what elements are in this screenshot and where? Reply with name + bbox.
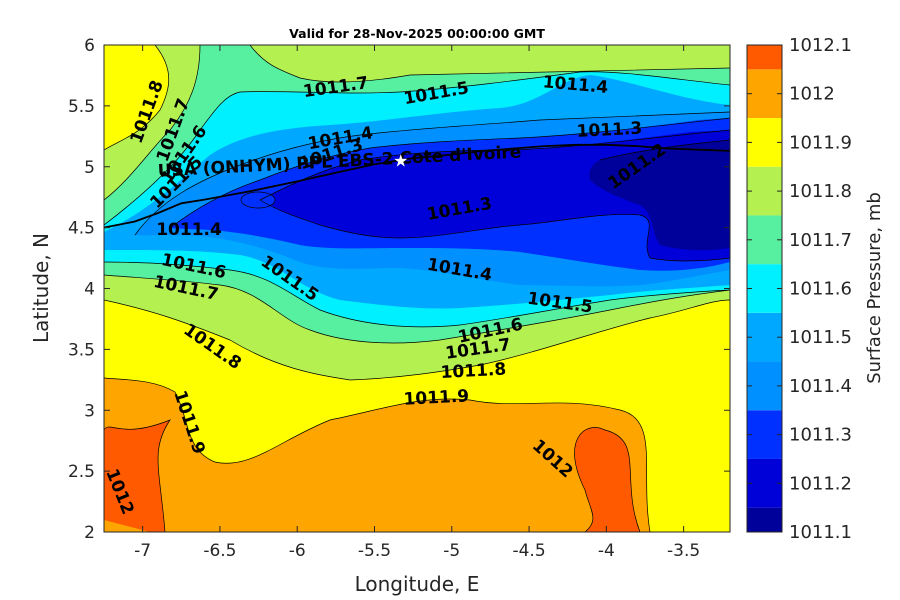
colorbar-tick-label: 1012.1 [789,35,852,56]
colorbar-tick-label: 1012 [789,84,835,105]
contour-line [104,377,651,532]
colorbar-tick-label: 1011.9 [789,132,852,153]
contour-line [104,45,201,201]
colorbar-segment [747,118,782,167]
x-tick-label: -4.5 [512,541,545,561]
colorbar-tick-label: 1011.6 [789,279,852,300]
y-tick-label: 6 [84,36,95,56]
contour-line [104,419,171,532]
colorbar-segment [747,69,782,119]
y-tick-label: 2 [84,523,95,543]
contour-label: 1011.3 [576,119,643,142]
x-tick-label: -7 [134,541,151,561]
contour-line [574,427,641,532]
contour-bands [104,45,730,532]
colorbar-tick-label: 1011.7 [789,230,852,251]
colorbar-segment [747,507,782,532]
contour-label: 1011.8 [440,360,507,383]
x-tick-label: -5.5 [358,541,391,561]
contour-line [259,199,730,262]
contour-line [240,191,276,209]
contour-lines [104,45,730,532]
contour-line [104,274,730,344]
colorbar-tick-label: 1011.3 [789,425,852,446]
x-tick-label: -3.5 [667,541,700,561]
colorbar-segment [747,458,782,508]
well-location-star-icon: ★ [393,152,408,172]
contour-label: 1011.4 [156,220,222,240]
colorbar: 1011.1 1011.2 1011.3 1011.4 1011.5 1011.6 1011… [746,35,852,543]
y-axis-label: Latitude, N [29,233,53,343]
chart-title: Valid for 28-Nov-2025 00:00:00 GMT [289,26,545,41]
y-tick-label: 3.5 [68,340,95,360]
x-tick-label: -6 [289,541,306,561]
y-tick-label: 4.5 [68,219,95,239]
contour-label: 1011.9 [403,386,470,409]
contour-line [104,45,169,151]
contour-line [104,299,730,381]
colorbar-segment [747,361,782,411]
contour-line [134,111,730,236]
x-axis: -7 -6.5 -6 -5.5 -5 -4.5 -4 -3.5 [134,45,700,561]
colorbar-segment [747,45,782,70]
colorbar-tick-label: 1011.4 [789,376,852,397]
y-tick-label: 5 [84,158,95,178]
contour-line [104,261,730,328]
y-tick-label: 4 [84,280,95,300]
colorbar-segment [747,410,782,459]
y-tick-label: 3 [84,401,95,421]
x-tick-label: -4 [598,541,615,561]
colorbar-segment [747,312,782,362]
x-tick-label: -6.5 [203,541,236,561]
band-1011.0 [589,140,730,251]
colorbar-segment [747,166,782,216]
colorbar-tick-label: 1011.1 [789,522,852,543]
y-axis: 2 2.5 3 3.5 4 4.5 5 5.5 6 [68,36,730,543]
x-axis-label: Longitude, E [355,572,480,596]
contour-line [259,129,730,201]
x-tick-label: -5 [443,541,460,561]
contour-line [104,71,730,226]
contour-line [169,117,730,229]
contour-line [249,45,730,83]
colorbar-label: Surface Pressure, mb [864,192,885,384]
colorbar-tick-label: 1011.2 [789,473,852,494]
colorbar-tick-label: 1011.5 [789,327,852,348]
colorbar-segment [747,215,782,265]
colorbar-segment [747,264,782,313]
y-tick-label: 5.5 [68,97,95,117]
colorbar-tick-label: 1011.8 [789,181,852,202]
y-tick-label: 2.5 [68,462,95,482]
block-boundary-line [104,143,730,229]
